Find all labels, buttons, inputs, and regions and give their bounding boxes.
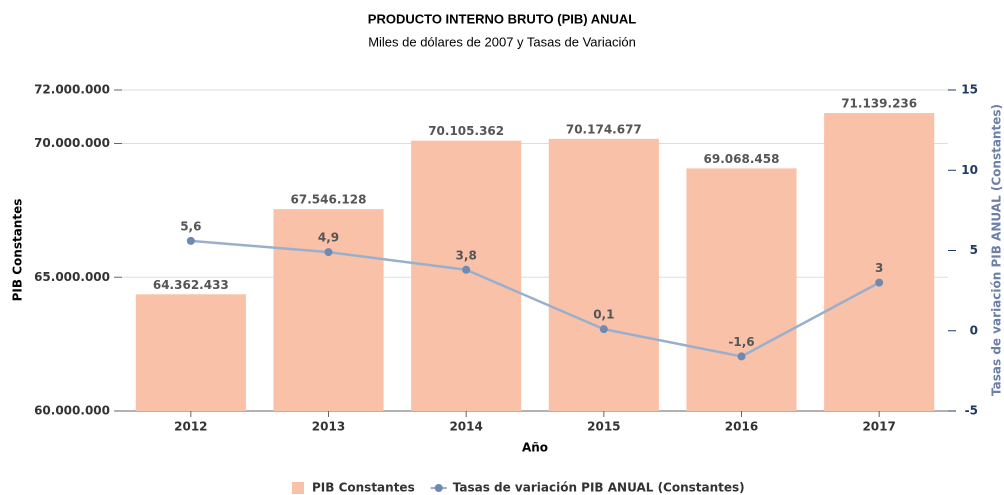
x-tick-label: 2016: [725, 420, 758, 434]
x-tick-label: 2017: [862, 420, 895, 434]
data-label: -1,6: [728, 335, 754, 349]
y2-tick-label: -5: [965, 404, 978, 418]
data-label: 4,9: [318, 231, 339, 245]
data-label: 0,1: [593, 308, 614, 322]
data-label: 64.362.433: [153, 278, 229, 292]
data-label: 3,8: [456, 248, 477, 262]
y2-tick-label: 10: [961, 163, 978, 177]
x-tick-label: 2015: [587, 420, 620, 434]
y2-axis-title: Tasas de variación PIB ANUAL (Constantes…: [990, 104, 1004, 396]
legend-swatch: [434, 484, 443, 492]
y-tick-label: 60.000.000: [34, 404, 110, 418]
data-label: 71.139.236: [841, 97, 917, 111]
data-label: 5,6: [180, 219, 201, 233]
y2-tick-label: 0: [970, 323, 978, 337]
data-label: 3: [875, 261, 883, 275]
y-tick-label: 65.000.000: [34, 270, 110, 284]
x-tick-label: 2012: [174, 420, 207, 434]
x-tick-label: 2013: [312, 420, 345, 434]
point: [186, 236, 195, 245]
y-axis-title: PIB Constantes: [11, 199, 25, 302]
bar: [824, 113, 935, 411]
y2-tick-label: 15: [961, 83, 978, 97]
legend-label: Tasas de variación PIB ANUAL (Constantes…: [453, 481, 745, 495]
point: [737, 352, 746, 361]
y-tick-label: 72.000.000: [34, 83, 110, 97]
data-label: 69.068.458: [704, 152, 780, 166]
line: [190, 239, 880, 358]
point: [462, 265, 471, 274]
x-axis-title: Año: [522, 441, 548, 455]
data-label: 70.174.677: [566, 122, 642, 136]
bar: [686, 168, 797, 411]
chart-title: PRODUCTO INTERNO BRUTO (PIB) ANUAL: [368, 11, 636, 26]
bar: [411, 140, 522, 411]
point: [324, 248, 333, 257]
data-label: 67.546.128: [291, 193, 367, 207]
bar: [273, 209, 384, 411]
legend-swatch: [292, 482, 304, 494]
y2-tick-label: 5: [970, 243, 978, 257]
chart-subtitle: Miles de dólares de 2007 y Tasas de Vari…: [368, 34, 636, 49]
bar: [548, 138, 659, 411]
bar: [135, 294, 246, 411]
y-tick-label: 70.000.000: [34, 136, 110, 150]
point: [875, 278, 884, 287]
point: [599, 325, 608, 334]
x-tick-label: 2014: [449, 420, 482, 434]
legend-label: PIB Constantes: [312, 481, 415, 495]
data-label: 70.105.362: [428, 124, 504, 138]
